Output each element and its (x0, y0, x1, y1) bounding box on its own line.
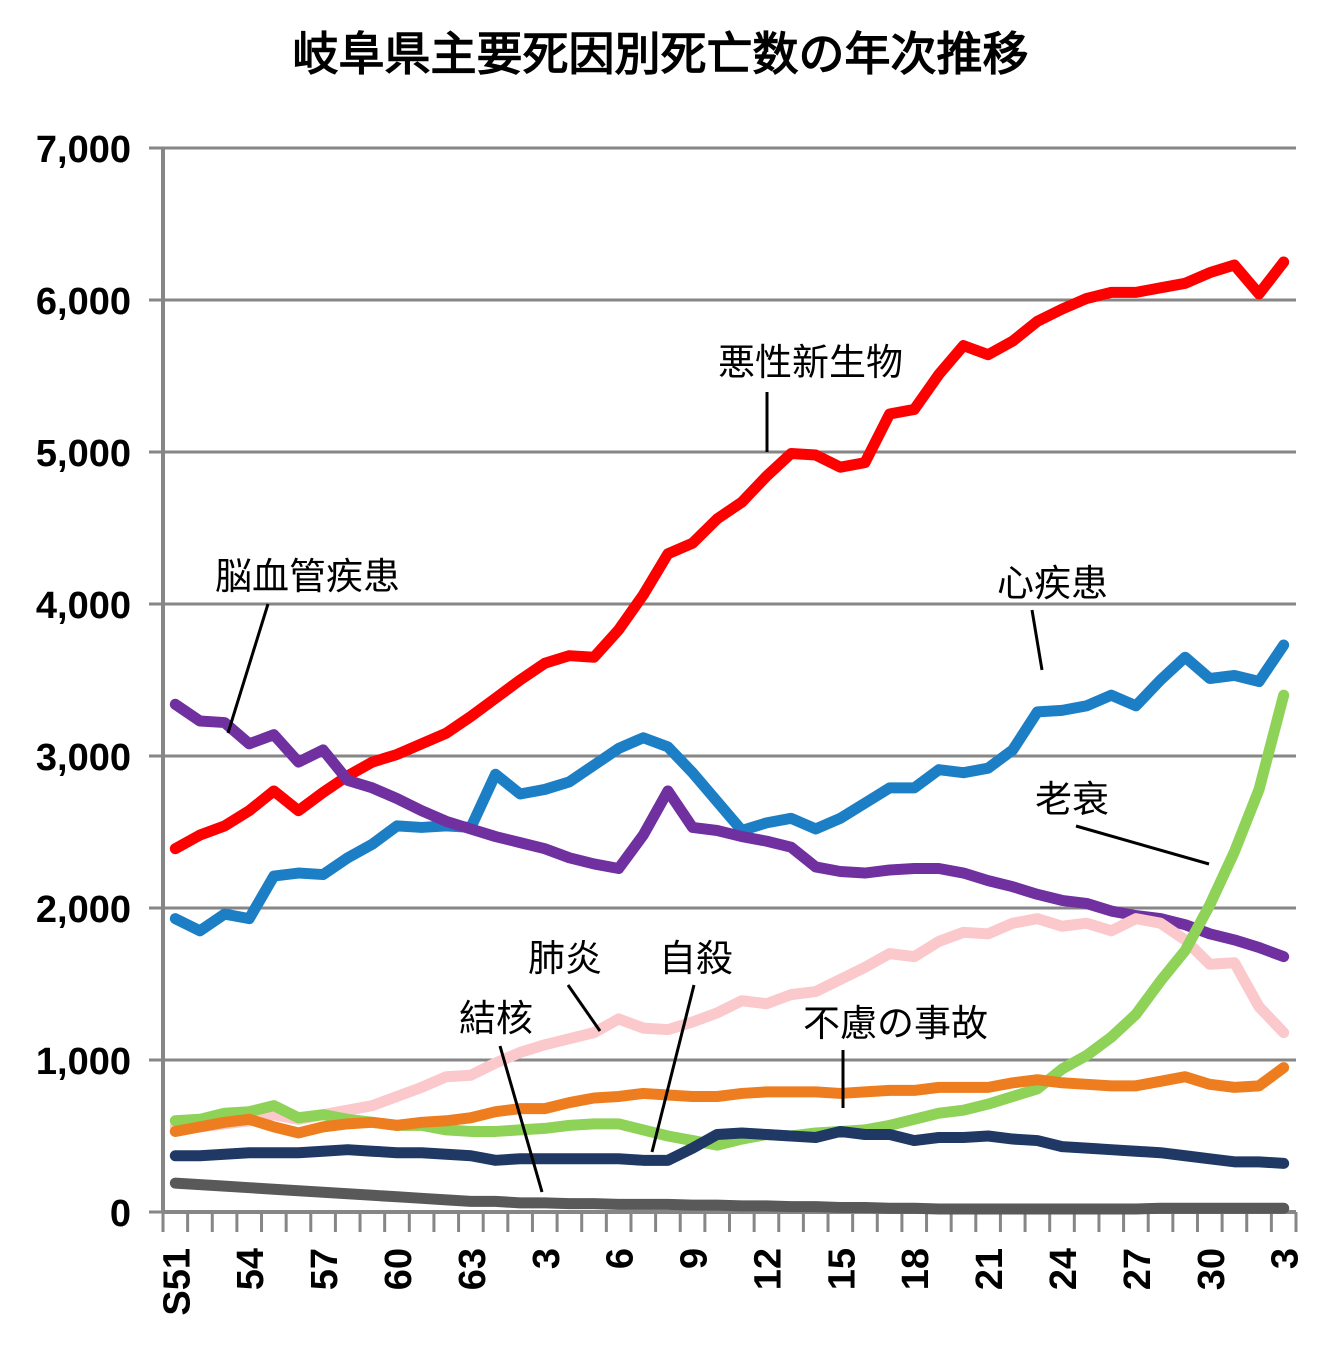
series-annotation-label: 老衰 (1035, 779, 1109, 820)
x-axis-tick-label: 6 (600, 1248, 642, 1269)
annotation-leader-line (566, 984, 602, 1032)
x-axis-tick-label: 3 (526, 1248, 568, 1269)
annotation-leader-line (226, 603, 270, 734)
annotation-leader-line (498, 1045, 544, 1193)
series-annotation-label: 肺炎 (528, 938, 602, 979)
series-line-悪性新生物 (169, 256, 1290, 855)
annotation-leader-line (1075, 824, 1210, 866)
x-axis-tick-label: 12 (747, 1248, 789, 1290)
x-axis-tick-label: 27 (1117, 1248, 1159, 1290)
y-axis-tick-label: 3,000 (36, 737, 131, 779)
series-annotation-label: 脳血管疾患 (215, 556, 400, 597)
x-axis-tick-label: 63 (452, 1248, 494, 1290)
x-axis-tick-label: 54 (230, 1248, 272, 1290)
series-annotation-label: 不慮の事故 (803, 1003, 988, 1044)
x-axis-tick-label: 15 (821, 1248, 863, 1290)
annotation-leader-line (650, 984, 696, 1153)
y-axis-tick-label: 1,000 (36, 1041, 131, 1083)
y-axis-tick-label: 7,000 (36, 129, 131, 171)
series-line-心疾患 (169, 639, 1290, 937)
annotation-leader-line (1030, 609, 1044, 671)
x-axis-tick-label: 3 (1265, 1248, 1307, 1269)
x-axis-tick-label: 21 (969, 1248, 1011, 1290)
x-axis-tick-label: 60 (378, 1248, 420, 1290)
series-annotation-label: 心疾患 (997, 563, 1108, 604)
series-line-自殺 (169, 1125, 1290, 1169)
series-line-不慮の事故 (169, 1062, 1290, 1139)
series-annotation-label: 悪性新生物 (718, 342, 903, 383)
y-axis-tick-label: 5,000 (36, 433, 131, 475)
x-axis-tick-label: S51 (156, 1248, 198, 1316)
chart-title: 岐阜県主要死因別死亡数の年次推移 (292, 28, 1029, 80)
y-axis-tick-label: 6,000 (36, 281, 131, 323)
x-axis-tick-label: 57 (304, 1248, 346, 1290)
x-axis-tick-label: 18 (895, 1248, 937, 1290)
x-axis-tick-label: 30 (1191, 1248, 1233, 1290)
series-line-肺炎 (169, 913, 1290, 1133)
series-line-結核 (169, 1177, 1290, 1215)
series-line-脳血管疾患 (169, 698, 1290, 963)
series-annotation-label: 自殺 (659, 938, 733, 979)
series-line-老衰 (169, 689, 1290, 1151)
y-axis-tick-label: 4,000 (36, 585, 131, 627)
y-axis-tick-label: 2,000 (36, 889, 131, 931)
x-axis-tick-label: 24 (1043, 1248, 1085, 1290)
series-annotation-label: 結核 (459, 998, 533, 1039)
x-axis-tick-label: 9 (674, 1248, 716, 1269)
y-axis-tick-label: 0 (110, 1193, 131, 1235)
